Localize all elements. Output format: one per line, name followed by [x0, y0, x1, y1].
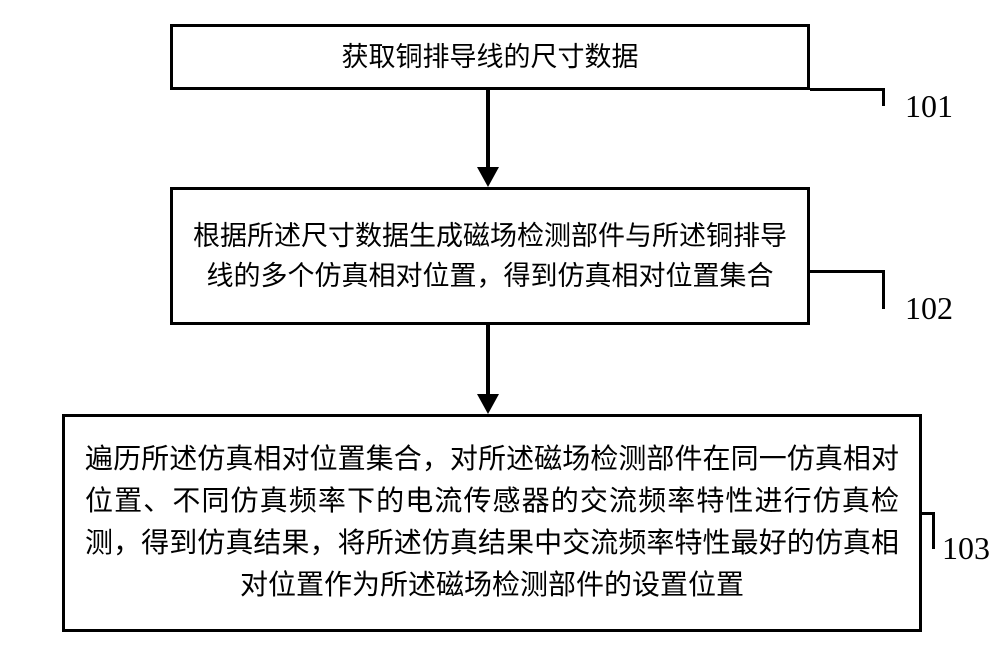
- flow-node-2: 根据所述尺寸数据生成磁场检测部件与所述铜排导线的多个仿真相对位置，得到仿真相对位…: [170, 187, 810, 325]
- label-101-text: 101: [905, 88, 953, 124]
- flowchart-canvas: 获取铜排导线的尺寸数据 101 根据所述尺寸数据生成磁场检测部件与所述铜排导线的…: [0, 0, 1000, 654]
- label-102-text: 102: [905, 290, 953, 326]
- label-102-hline: [810, 270, 885, 273]
- flow-node-2-text: 根据所述尺寸数据生成磁场检测部件与所述铜排导线的多个仿真相对位置，得到仿真相对位…: [193, 216, 787, 297]
- edge-1-2: [486, 90, 490, 169]
- label-103: 103: [942, 530, 990, 567]
- label-103-vline: [932, 512, 935, 549]
- flow-node-3: 遍历所述仿真相对位置集合，对所述磁场检测部件在同一仿真相对位置、不同仿真频率下的…: [62, 414, 922, 632]
- flow-node-1: 获取铜排导线的尺寸数据: [170, 24, 810, 90]
- label-101-hline: [810, 88, 885, 91]
- flow-node-3-text: 遍历所述仿真相对位置集合，对所述磁场检测部件在同一仿真相对位置、不同仿真频率下的…: [85, 439, 899, 607]
- label-102-vline: [882, 270, 885, 309]
- edge-2-3-arrow: [477, 394, 499, 414]
- label-102: 102: [905, 290, 953, 327]
- label-103-text: 103: [942, 530, 990, 566]
- flow-node-1-text: 获取铜排导线的尺寸数据: [342, 37, 639, 78]
- edge-2-3: [486, 325, 490, 396]
- label-101-vline: [882, 88, 885, 106]
- label-101: 101: [905, 88, 953, 125]
- edge-1-2-arrow: [477, 167, 499, 187]
